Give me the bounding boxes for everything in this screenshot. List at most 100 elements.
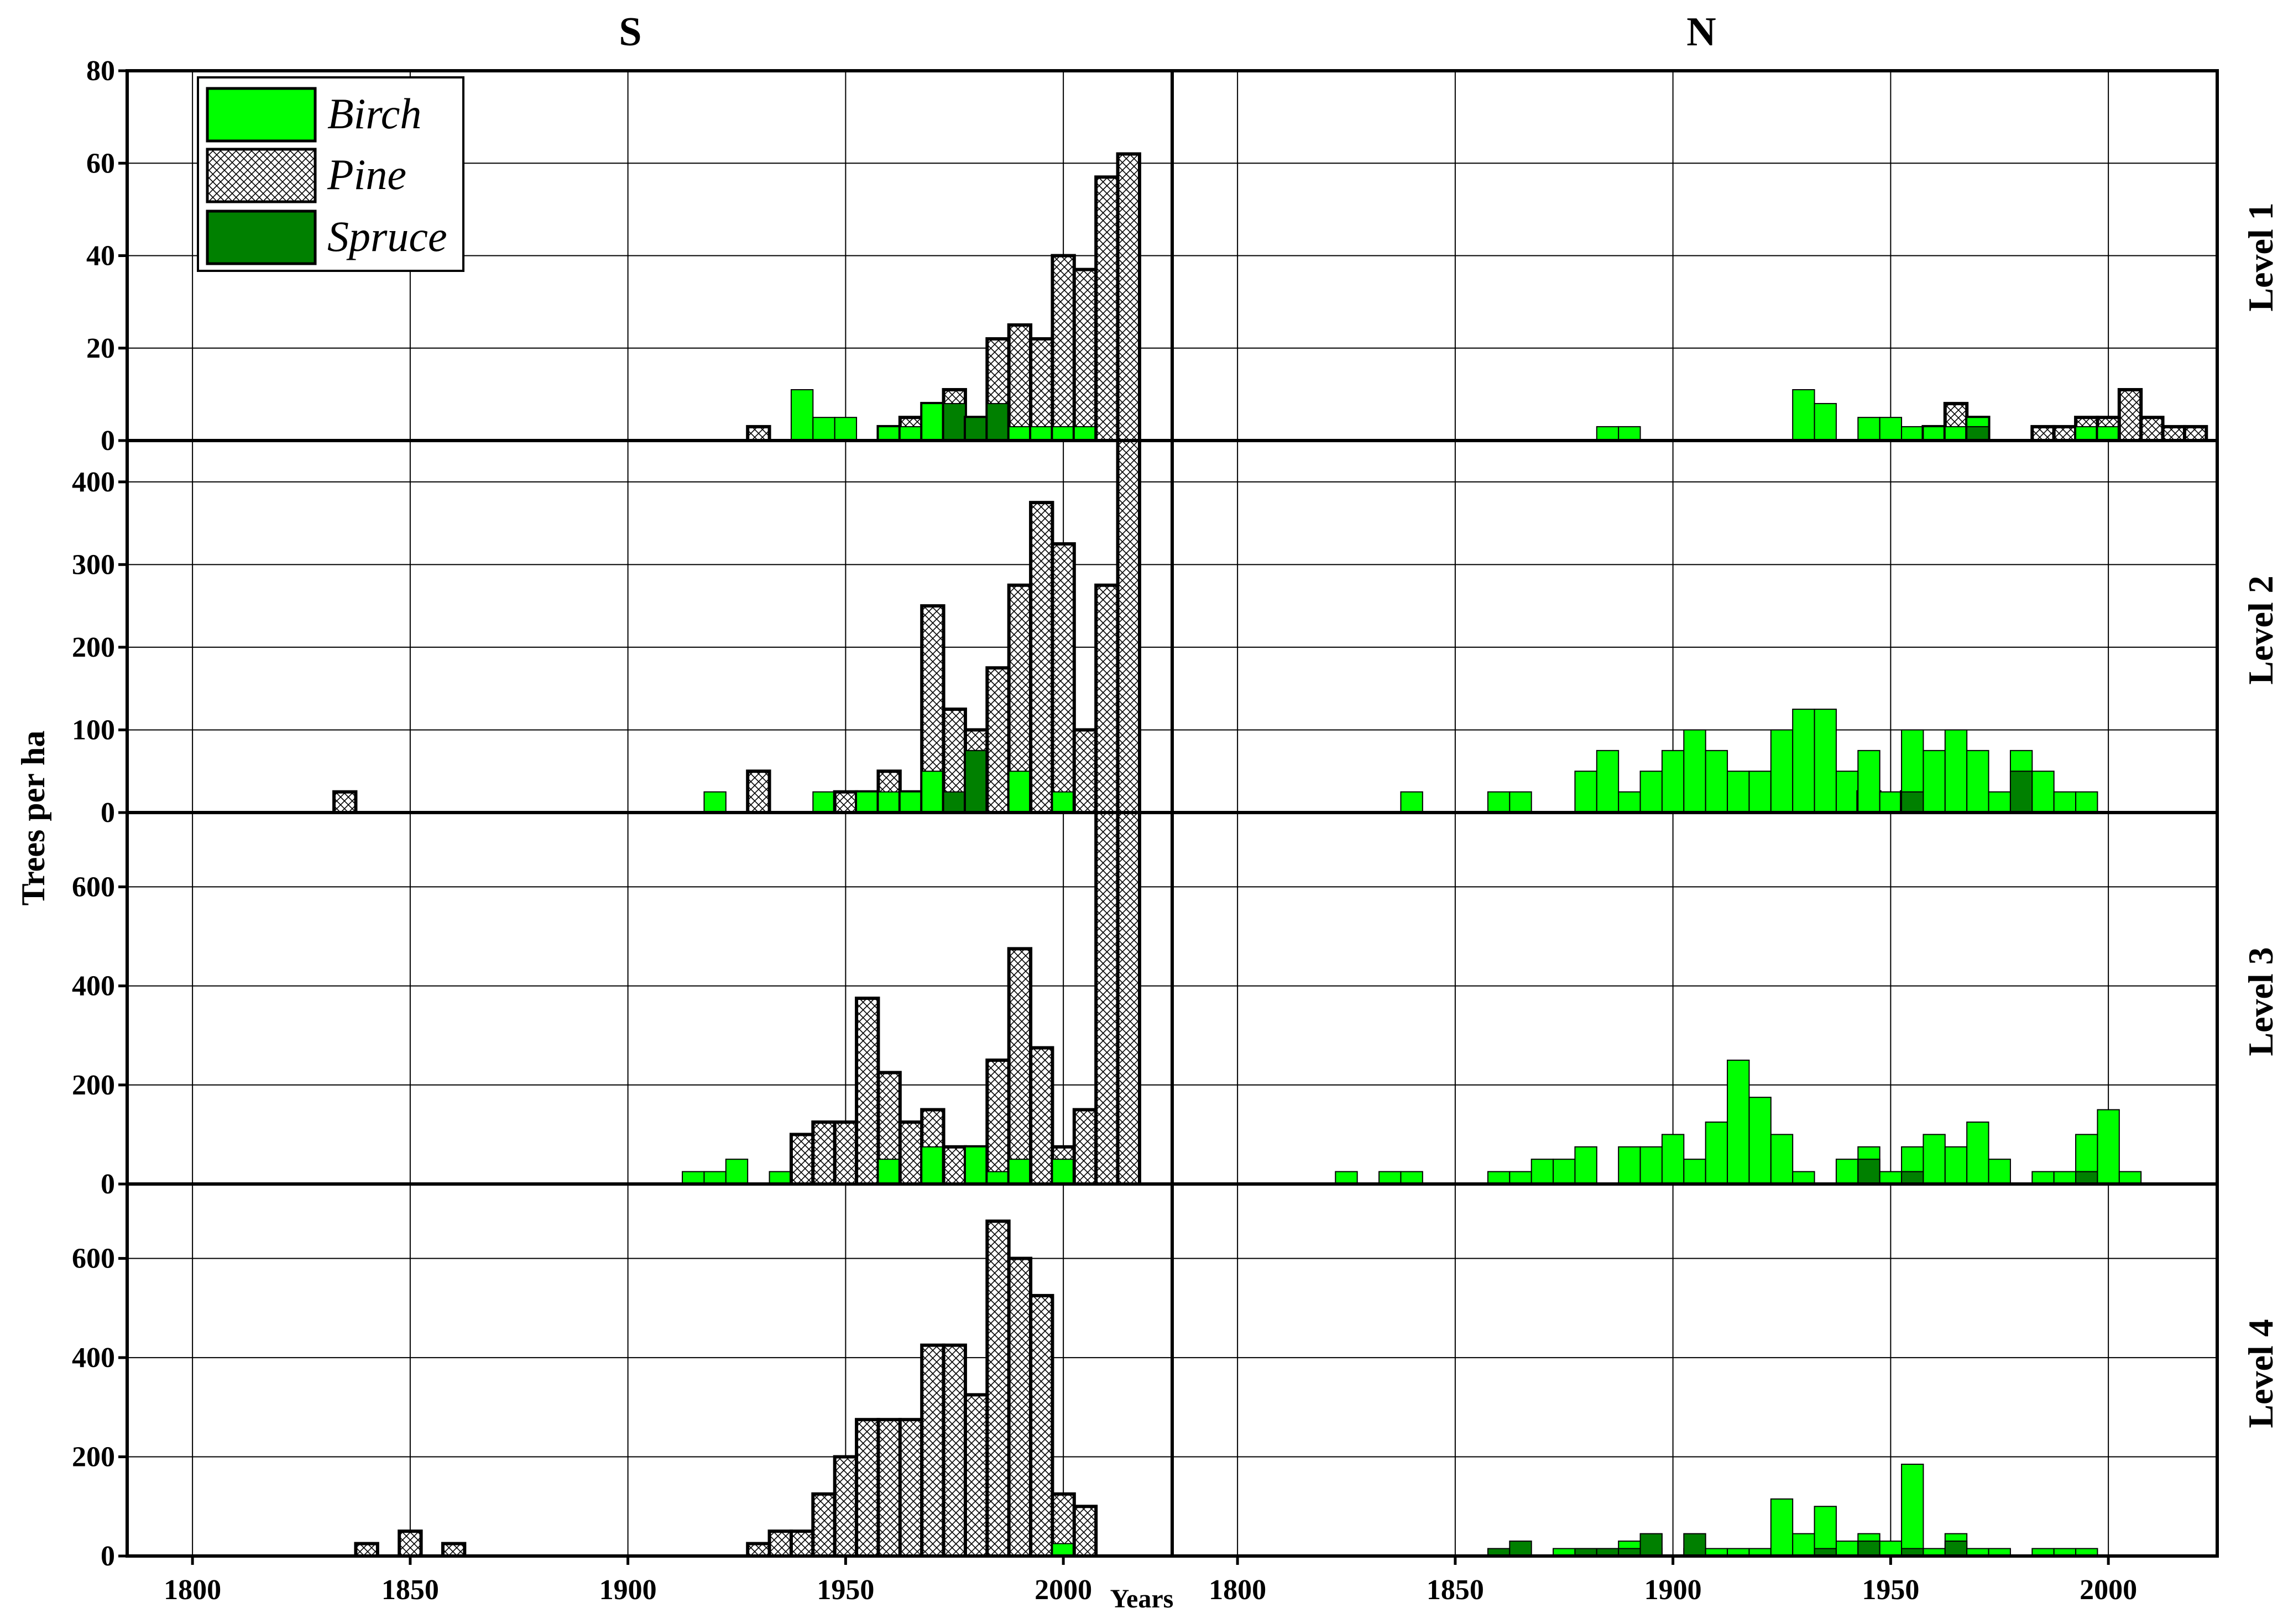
y-tick-label: 0 — [101, 797, 115, 829]
bar-birch — [1879, 417, 1903, 441]
bar-pine — [1094, 583, 1120, 814]
x-tick-label: 1800 — [164, 1574, 221, 1606]
bar-pine — [1007, 947, 1033, 1186]
bar-birch — [812, 417, 835, 441]
row-title-level-1: Level 1 — [2241, 202, 2280, 311]
bar-birch — [2031, 1171, 2055, 1185]
bar-birch — [899, 426, 923, 441]
x-tick-label: 1900 — [1644, 1574, 1702, 1606]
bar-birch — [1727, 1060, 1750, 1185]
bar-birch — [1770, 1498, 1794, 1557]
bar-pine — [1116, 811, 1141, 1186]
legend-swatch-pine — [206, 148, 317, 203]
bar-pine — [1116, 152, 1141, 442]
bar-birch — [1923, 426, 1946, 441]
column-title-n: N — [1686, 9, 1716, 55]
legend-label-pine: Pine — [327, 150, 406, 198]
bar-pine — [767, 1529, 793, 1558]
bar-birch — [790, 389, 814, 442]
bar-birch — [1988, 791, 2011, 813]
y-tick-label: 300 — [72, 549, 115, 580]
bar-birch — [1509, 1171, 1532, 1185]
bar-birch — [1530, 1159, 1554, 1185]
bar-birch — [2097, 426, 2120, 441]
bar-birch — [1879, 791, 1903, 813]
bar-birch — [1792, 1171, 1815, 1185]
bar-birch — [1596, 750, 1620, 814]
bar-pine — [985, 1219, 1011, 1558]
x-tick-label: 1800 — [1209, 1574, 1266, 1606]
bar-birch — [856, 791, 879, 813]
x-axis-label: Years — [1110, 1584, 1174, 1613]
bar-birch — [1052, 1159, 1075, 1185]
bar-birch — [1814, 709, 1837, 813]
y-tick-label: 400 — [72, 467, 115, 498]
bar-pine — [1094, 811, 1120, 1186]
y-axis-label: Trees per ha — [15, 731, 51, 906]
bar-birch — [1661, 1134, 1685, 1185]
bar-pine — [1029, 501, 1054, 814]
bar-pine — [2117, 388, 2143, 443]
bar-birch — [1378, 1171, 1402, 1185]
row-title-level-3: Level 3 — [2241, 947, 2280, 1056]
row-title-level-2: Level 2 — [2241, 575, 2280, 684]
bar-pine — [398, 1529, 423, 1558]
bar-birch — [1639, 1146, 1663, 1185]
bar-spruce — [1683, 1533, 1706, 1557]
bar-spruce — [1966, 426, 1989, 441]
bar-birch — [834, 417, 858, 441]
bar-birch — [1030, 426, 1053, 441]
bar-birch — [964, 1146, 988, 1185]
legend: Birch Pine Spruce — [197, 76, 464, 272]
bar-birch — [1857, 750, 1880, 814]
row-title-level-4: Level 4 — [2241, 1319, 2280, 1428]
bar-birch — [1052, 791, 1075, 813]
bar-pine — [332, 790, 358, 814]
bar-birch — [2097, 1109, 2120, 1185]
bar-spruce — [2009, 771, 2033, 813]
bar-birch — [1008, 426, 1032, 441]
bar-birch — [921, 1146, 944, 1185]
bar-birch — [769, 1171, 792, 1185]
bar-pine — [1072, 1505, 1098, 1558]
bar-pine — [2052, 425, 2078, 442]
bar-pine — [811, 1492, 837, 1558]
bar-birch — [1683, 729, 1706, 814]
legend-label-birch: Birch — [327, 90, 421, 138]
bar-birch — [1923, 750, 1946, 814]
bar-birch — [1814, 1506, 1837, 1557]
bar-birch — [1748, 1097, 1772, 1185]
y-tick-label: 80 — [86, 55, 115, 87]
bars — [332, 152, 2208, 1558]
bar-spruce — [2075, 1171, 2098, 1185]
bar-birch — [725, 1159, 749, 1185]
bar-birch — [1487, 791, 1511, 813]
bar-birch — [1727, 771, 1750, 813]
bar-pine — [985, 1059, 1011, 1186]
bar-pine — [942, 1343, 967, 1558]
bar-birch — [1400, 1171, 1423, 1185]
bar-pine — [1029, 1046, 1054, 1186]
bar-birch — [1509, 791, 1532, 813]
bar-birch — [1792, 389, 1815, 442]
bar-pine — [1072, 1108, 1098, 1186]
bar-birch — [2118, 1171, 2142, 1185]
bar-birch — [1814, 403, 1837, 441]
bar-birch — [1835, 1159, 1859, 1185]
bar-birch — [1596, 426, 1620, 441]
bar-birch — [1879, 1541, 1903, 1557]
bar-birch — [899, 791, 923, 813]
bar-pine — [855, 997, 880, 1186]
bar-pine — [1007, 1256, 1033, 1558]
x-tick-label: 1950 — [1862, 1574, 1919, 1606]
bar-birch — [877, 791, 901, 813]
bar-birch — [1052, 426, 1075, 441]
bar-birch — [1008, 771, 1032, 813]
bar-pine — [354, 1542, 379, 1558]
bar-birch — [1661, 750, 1685, 814]
panel-frame — [1171, 811, 2219, 1186]
y-tick-label: 400 — [72, 1342, 115, 1374]
bar-birch — [812, 791, 835, 813]
bar-birch — [1574, 1146, 1597, 1185]
